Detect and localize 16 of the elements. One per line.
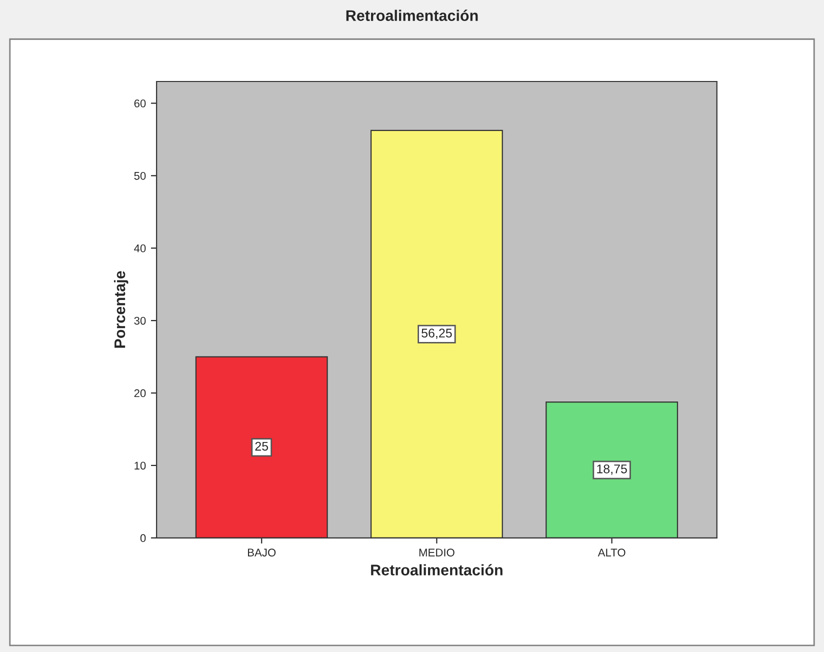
y-tick-label: 20 [134, 389, 146, 398]
y-tick-label: 10 [134, 462, 146, 470]
y-tick-label: 40 [134, 244, 146, 252]
data-label: 18,75 [597, 464, 627, 475]
y-tick-label: 0 [140, 534, 146, 542]
y-axis-title: Porcentaje [114, 271, 128, 348]
y-tick-label: 30 [134, 316, 146, 325]
y-tick-label: 60 [134, 100, 146, 108]
data-label: 56,25 [422, 328, 452, 339]
data-label: 25 [255, 442, 268, 451]
x-tick-label: MEDIO [419, 548, 454, 556]
x-tick-label: BAJO [248, 548, 276, 556]
x-tick-label: ALTO [598, 548, 626, 556]
chart-title: Retroalimentación [346, 10, 478, 21]
y-tick-label: 50 [134, 172, 146, 180]
x-axis-title: Retroalimentación [371, 564, 502, 576]
